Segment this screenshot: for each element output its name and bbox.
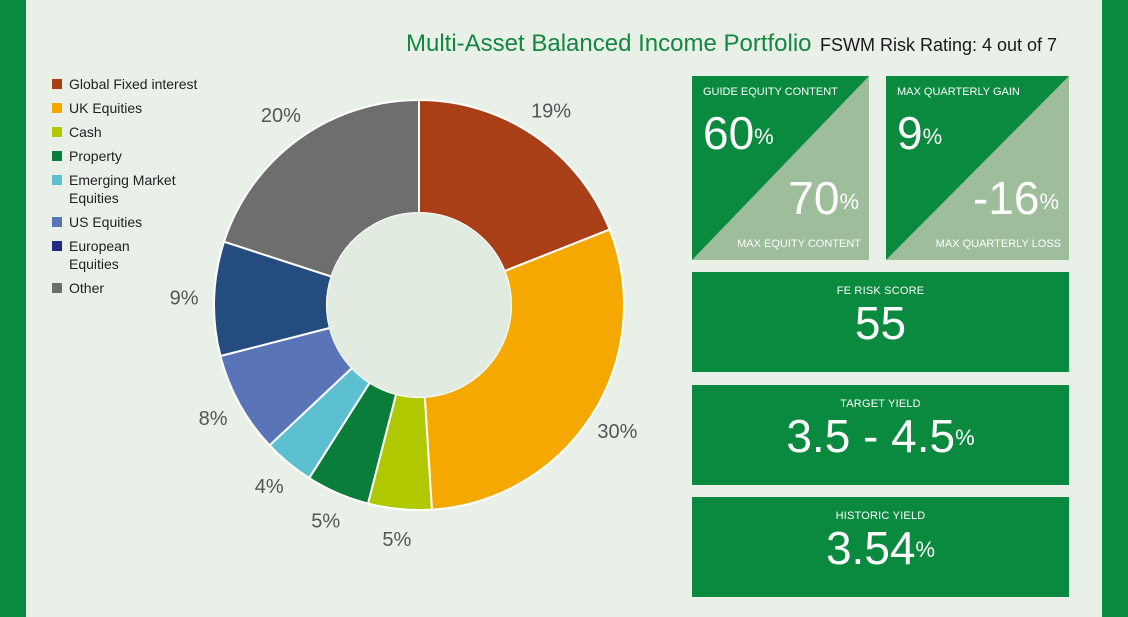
- legend-label: Global Fixed interest: [69, 76, 198, 92]
- max-equity-value: 70%: [788, 172, 859, 224]
- slice-value-label: 19%: [531, 101, 571, 123]
- legend-label: Property: [69, 148, 122, 164]
- max-gain-label: MAX QUARTERLY GAIN: [897, 86, 1020, 98]
- equity-triangle-bg: [692, 76, 869, 260]
- legend-item: Emerging Market Equities: [52, 171, 222, 207]
- slice-value-label: 30%: [597, 421, 637, 443]
- legend-swatch: [52, 241, 62, 251]
- risk-rating: FSWM Risk Rating: 4 out of 7: [819, 35, 1058, 55]
- chart-legend: Global Fixed interest UK Equities Cash Prop…: [52, 75, 222, 303]
- target-yield-value: 3.5 - 4.5%: [786, 410, 975, 462]
- equity-content-box: GUIDE EQUITY CONTENT 60% 70% MAX EQUITY …: [692, 76, 869, 260]
- legend-item: Cash: [52, 123, 222, 141]
- legend-item: UK Equities: [52, 99, 222, 117]
- guide-equity-value: 60%: [703, 107, 774, 159]
- quarterly-box: MAX QUARTERLY GAIN 9% -16% MAX QUARTERLY…: [886, 76, 1069, 260]
- max-gain-value: 9%: [897, 107, 943, 159]
- slice-value-label: 5%: [382, 529, 411, 551]
- target-yield-box: TARGET YIELD 3.5 - 4.5%: [692, 385, 1069, 485]
- legend-label: US Equities: [69, 214, 143, 230]
- fe-risk-score-value: 55: [854, 297, 907, 349]
- donut-hole: [327, 213, 511, 397]
- legend-swatch: [52, 151, 62, 161]
- legend-label: Other: [69, 280, 105, 296]
- slice-value-label: 5%: [311, 511, 340, 533]
- historic-yield-box: HISTORIC YIELD 3.54%: [692, 497, 1069, 597]
- slice-value-label: 20%: [261, 105, 301, 127]
- legend-item: Property: [52, 147, 222, 165]
- legend-label: UK Equities: [69, 100, 143, 116]
- max-loss-value: -16%: [972, 172, 1059, 224]
- page-title: Multi-Asset Balanced Income Portfolio FS…: [406, 30, 1057, 58]
- legend-swatch: [52, 283, 62, 293]
- portfolio-title: Multi-Asset Balanced Income Portfolio: [406, 30, 812, 57]
- legend-swatch: [52, 79, 62, 89]
- max-equity-label: MAX EQUITY CONTENT: [737, 238, 861, 250]
- target-yield-label: TARGET YIELD: [840, 398, 921, 410]
- legend-swatch: [52, 217, 62, 227]
- quarterly-triangle-bg: [886, 76, 1069, 260]
- legend-swatch: [52, 127, 62, 137]
- legend-swatch: [52, 175, 62, 185]
- legend-label: European Equities: [69, 238, 130, 272]
- fe-risk-score-label: FE RISK SCORE: [836, 285, 925, 297]
- legend-item: US Equities: [52, 213, 222, 231]
- historic-yield-label: HISTORIC YIELD: [835, 510, 926, 522]
- legend-label: Cash: [69, 124, 102, 140]
- slice-value-label: 9%: [170, 288, 199, 310]
- slice-value-label: 4%: [255, 476, 284, 498]
- legend-swatch: [52, 103, 62, 113]
- slice-value-label: 8%: [199, 408, 228, 430]
- fe-risk-score-box: FE RISK SCORE 55: [692, 272, 1069, 372]
- guide-equity-label: GUIDE EQUITY CONTENT: [703, 86, 838, 98]
- historic-yield-value: 3.54%: [825, 522, 936, 574]
- legend-item: Global Fixed interest: [52, 75, 222, 93]
- legend-item: European Equities: [52, 237, 222, 273]
- max-loss-label: MAX QUARTERLY LOSS: [935, 238, 1061, 250]
- legend-label: Emerging Market Equities: [69, 172, 176, 206]
- legend-item: Other: [52, 279, 222, 297]
